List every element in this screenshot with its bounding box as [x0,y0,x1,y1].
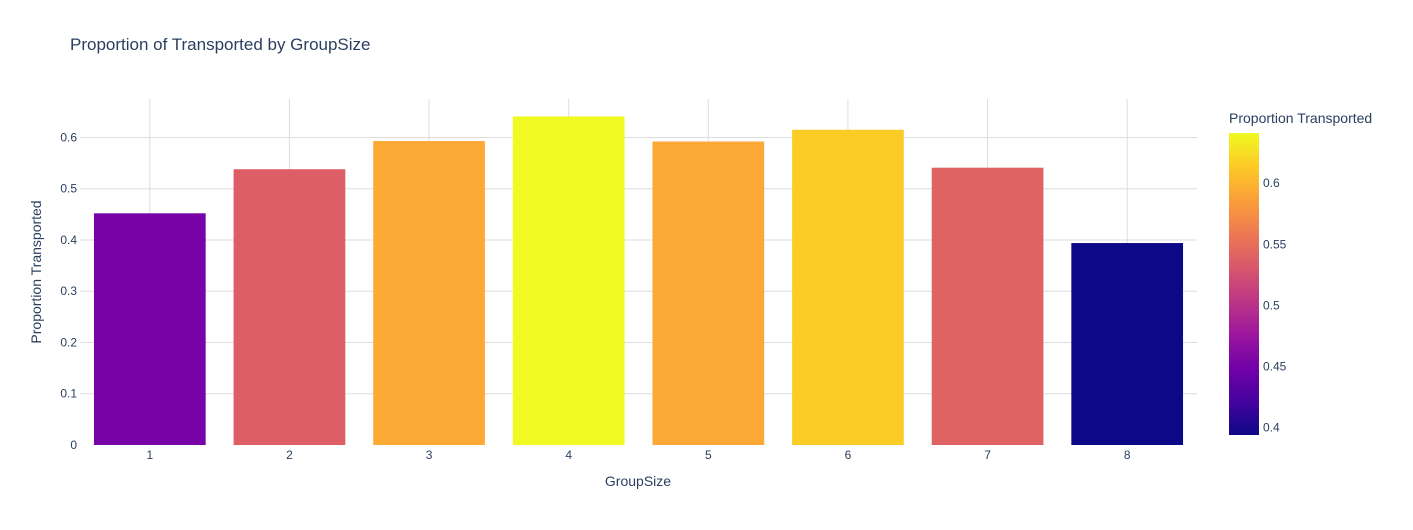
colorbar-tick-label: 0.45 [1263,360,1287,374]
y-axis-title: Proportion Transported [28,200,44,343]
bars [93,116,1184,446]
bar-3 [373,141,485,445]
y-axis-ticks: 0 0.1 0.2 0.3 0.4 0.5 0.6 [60,130,77,452]
chart-title: Proportion of Transported by GroupSize [70,35,371,54]
x-axis-title: GroupSize [605,473,671,489]
bar-8 [1071,243,1184,445]
x-axis-ticks: 1 2 3 4 5 6 7 8 [146,448,1130,462]
y-tick-label: 0.1 [60,387,77,401]
colorbar-tick-label: 0.6 [1263,176,1280,190]
bar-7 [931,167,1044,445]
colorbar: Proportion Transported 0.4 0.45 0.5 0.55 0.6 [1229,110,1372,435]
bar-1 [93,213,206,445]
colorbar-tick-label: 0.4 [1263,421,1280,435]
colorbar-tick-label: 0.55 [1263,237,1287,251]
colorbar-tick-label: 0.5 [1263,298,1280,312]
bar-5 [652,141,765,446]
y-tick-label: 0 [70,438,77,452]
y-tick-label: 0.2 [60,335,77,349]
x-tick-label: 8 [1124,448,1131,462]
y-tick-label: 0.6 [60,130,77,144]
colorbar-gradient [1229,133,1259,435]
x-tick-label: 3 [426,448,433,462]
colorbar-ticks: 0.4 0.45 0.5 0.55 0.6 [1263,176,1287,435]
bar-4 [512,116,625,445]
colorbar-title: Proportion Transported [1229,110,1372,126]
x-tick-label: 7 [984,448,991,462]
x-tick-label: 1 [146,448,153,462]
y-tick-label: 0.3 [60,284,77,298]
x-tick-label: 4 [565,448,572,462]
x-tick-label: 2 [286,448,293,462]
bar-2 [233,169,346,445]
bar-6 [792,129,904,445]
x-tick-label: 6 [845,448,852,462]
x-tick-label: 5 [705,448,712,462]
y-tick-label: 0.4 [60,233,77,247]
y-tick-label: 0.5 [60,182,77,196]
